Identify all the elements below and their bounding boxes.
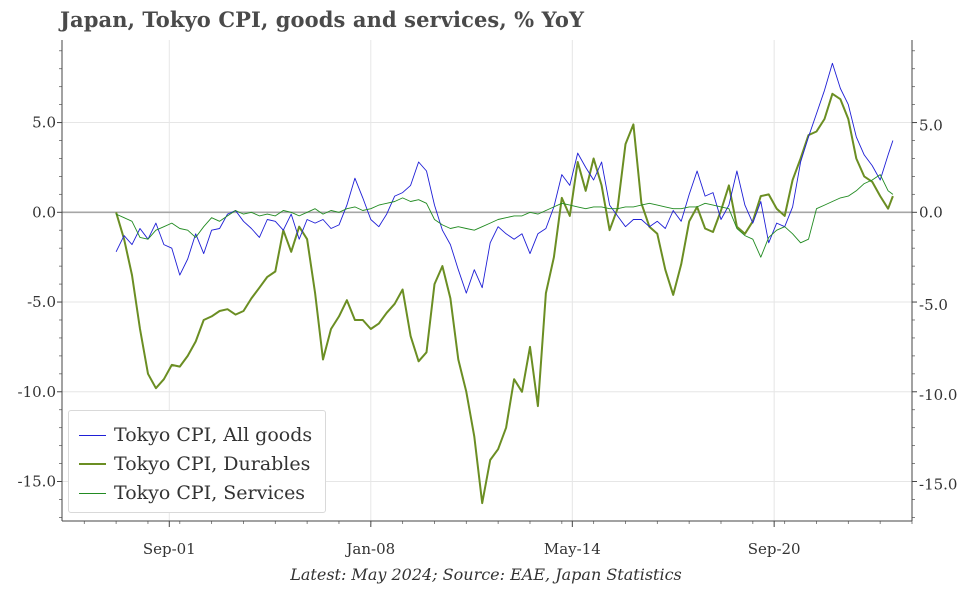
y-tick-label-right: -5.0 bbox=[919, 296, 948, 314]
y-tick-label-left: -15.0 bbox=[18, 473, 56, 491]
legend-item-services: Tokyo CPI, Services bbox=[79, 479, 305, 507]
y-tick-label-right: 0.0 bbox=[919, 203, 943, 221]
legend-swatch-all-goods bbox=[79, 434, 106, 436]
legend-label: Tokyo CPI, All goods bbox=[114, 424, 313, 446]
y-tick-label-left: 5.0 bbox=[32, 114, 56, 132]
y-tick-label-left: -5.0 bbox=[27, 293, 56, 311]
y-tick-label-left: 0.0 bbox=[32, 203, 56, 221]
y-tick-label-right: -10.0 bbox=[919, 386, 957, 404]
x-tick-label: Sep-01 bbox=[143, 540, 196, 558]
series-lines bbox=[115, 62, 894, 505]
y-tick-label-right: -15.0 bbox=[919, 476, 957, 494]
tick-labels: 5.0 5.0 0.0 0.0 -5.0 -5.0 -10.0 -10.0 -15.0 -15.0… bbox=[18, 114, 958, 558]
y-tick-label-right: 5.0 bbox=[919, 117, 943, 135]
series-line-tokyo-cpi-services bbox=[115, 174, 894, 258]
x-tick-label: Sep-20 bbox=[748, 540, 801, 558]
source-footnote: Latest: May 2024; Source: EAE, Japan Sta… bbox=[290, 565, 682, 584]
series-line-tokyo-cpi-durables bbox=[115, 92, 894, 505]
y-tick-label-left: -10.0 bbox=[18, 383, 56, 401]
legend-swatch-services bbox=[79, 492, 106, 494]
x-tick-label: Jan-08 bbox=[344, 540, 395, 558]
legend-label: Tokyo CPI, Durables bbox=[114, 453, 311, 475]
chart-title: Japan, Tokyo CPI, goods and services, % … bbox=[60, 7, 585, 32]
x-tick-label: May-14 bbox=[544, 540, 601, 558]
axes bbox=[57, 40, 917, 527]
legend: Tokyo CPI, All goods Tokyo CPI, Durables… bbox=[68, 410, 326, 513]
legend-label: Tokyo CPI, Services bbox=[114, 482, 306, 504]
legend-item-all-goods: Tokyo CPI, All goods bbox=[79, 421, 312, 449]
series-line-tokyo-cpi-all-goods bbox=[115, 62, 894, 294]
legend-swatch-durables bbox=[79, 463, 106, 465]
legend-item-durables: Tokyo CPI, Durables bbox=[79, 450, 310, 478]
